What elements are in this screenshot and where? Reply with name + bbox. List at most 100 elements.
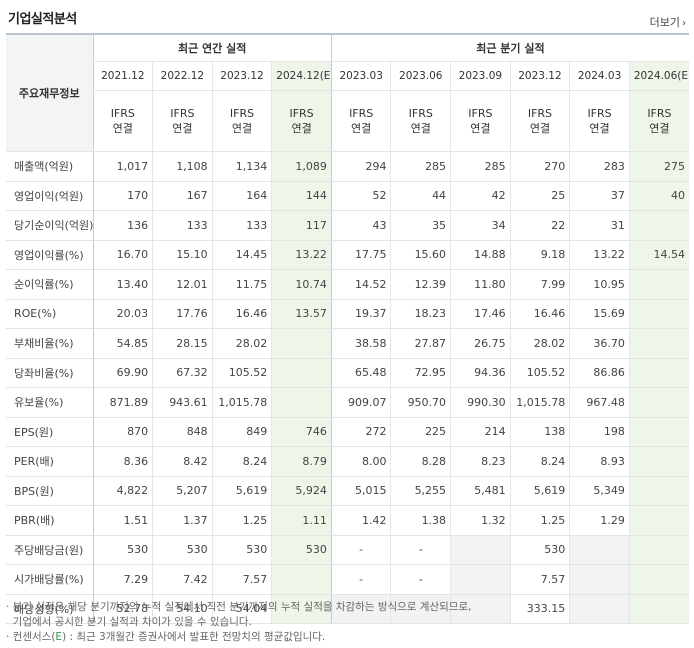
row-label: PER(배) bbox=[6, 446, 93, 477]
table-cell: 117 bbox=[271, 210, 332, 241]
table-cell: 746 bbox=[271, 416, 332, 447]
row-label: PBR(배) bbox=[6, 505, 93, 536]
table-cell: 1,134 bbox=[211, 151, 272, 182]
table-cell: 138 bbox=[509, 416, 570, 447]
table-cell: 849 bbox=[211, 416, 272, 447]
basis-scope: 연결 bbox=[231, 122, 253, 135]
basis-header: IFRS 연결 bbox=[211, 90, 272, 152]
table-cell: 37 bbox=[569, 181, 630, 211]
table-row: 배당성향(%) 52.78 54.10 54.04 333.15 bbox=[6, 594, 689, 624]
table-cell: 25 bbox=[509, 181, 570, 211]
table-cell: 15.10 bbox=[152, 239, 213, 270]
table-cell: 65.48 bbox=[330, 358, 391, 388]
table-cell: 13.22 bbox=[569, 239, 630, 270]
table-cell: 283 bbox=[569, 151, 630, 182]
row-label: 매출액(억원) bbox=[6, 151, 93, 182]
financial-table: 주요재무정보 최근 연간 실적 최근 분기 실적 2021.12 2022.12 2… bbox=[6, 33, 689, 624]
table-cell bbox=[628, 505, 689, 536]
table-cell bbox=[271, 594, 332, 624]
more-link[interactable]: 더보기 › bbox=[650, 14, 686, 30]
table-cell: 16.46 bbox=[509, 299, 570, 329]
table-cell bbox=[450, 594, 511, 624]
table-row: 주당배당금(원) 530 530 530 530- -530 bbox=[6, 534, 689, 565]
table-cell bbox=[628, 564, 689, 595]
table-cell: 8.23 bbox=[450, 446, 511, 477]
table-row: BPS(원) 4,822 5,207 5,619 5,924 5,015 5,255 5,48… bbox=[6, 476, 689, 506]
table-row: 유보율(%) 871.89 943.61 1,015.78 909.07 950.70 99… bbox=[6, 387, 689, 418]
more-label: 더보기 bbox=[649, 16, 680, 29]
row-label: 주당배당금(원) bbox=[6, 534, 93, 565]
basis-scope: 연결 bbox=[410, 122, 431, 135]
period-header: 2023.12 bbox=[509, 61, 570, 91]
table-cell bbox=[628, 416, 689, 447]
table-cell: 52.78 bbox=[92, 594, 153, 624]
table-cell: - bbox=[330, 564, 391, 595]
table-cell: 16.70 bbox=[92, 239, 153, 270]
table-cell: 1.38 bbox=[390, 505, 451, 536]
row-label: ROE(%) bbox=[6, 299, 93, 329]
table-cell: 1.25 bbox=[211, 505, 272, 536]
table-cell: 530 bbox=[211, 534, 272, 565]
table-cell: 8.00 bbox=[330, 446, 391, 477]
table-cell: 13.40 bbox=[92, 269, 153, 300]
table-cell: 1.37 bbox=[152, 505, 213, 536]
table-cell: 950.70 bbox=[390, 387, 451, 418]
table-cell: 270 bbox=[509, 151, 570, 182]
table-cell: 94.36 bbox=[450, 358, 511, 388]
table-cell: 5,924 bbox=[271, 476, 332, 506]
table-cell: 28.02 bbox=[509, 328, 570, 359]
table-cell: 67.32 bbox=[152, 358, 213, 388]
table-cell: 214 bbox=[450, 416, 511, 447]
table-cell: 133 bbox=[152, 210, 213, 241]
table-cell: 1.11 bbox=[271, 505, 332, 536]
footnote-consensus: · 컨센서스(E) : 최근 3개월간 증권사에서 발표한 전망치의 평균값입니… bbox=[6, 630, 689, 645]
chevron-right-icon: › bbox=[682, 18, 686, 29]
basis-header: IFRS 연결 bbox=[92, 90, 153, 152]
table-row: 부채비율(%) 54.85 28.15 28.02 38.58 27.87 26.75 28.… bbox=[6, 328, 689, 359]
table-cell bbox=[628, 210, 689, 241]
table-cell: 19.37 bbox=[330, 299, 391, 329]
row-label: BPS(원) bbox=[6, 476, 93, 506]
footnote-quarterly: · 분기 실적은 해당 분기까지의 누적 실적에서 직전 분기까지의 누적 실적… bbox=[6, 601, 472, 613]
table-cell: 8.93 bbox=[569, 446, 630, 477]
table-row: 시가배당률(%) 7.29 7.42 7.57- -7.57 bbox=[6, 564, 689, 595]
basis-scope: 연결 bbox=[112, 122, 133, 135]
row-label: EPS(원) bbox=[6, 416, 93, 447]
table-row: PBR(배) 1.51 1.37 1.25 1.11 1.42 1.38 1.32 1.25 1.… bbox=[6, 505, 689, 536]
period-header: 2022.12 bbox=[152, 61, 213, 91]
basis-header: IFRS 연결 bbox=[569, 90, 630, 152]
table-cell bbox=[628, 594, 689, 624]
basis-scope: 연결 bbox=[351, 122, 372, 135]
table-cell: 870 bbox=[92, 416, 153, 447]
table-cell: 5,349 bbox=[569, 476, 630, 506]
basis-standard: IFRS bbox=[229, 107, 255, 120]
table-row: PER(배) 8.36 8.42 8.24 8.79 8.00 8.28 8.23 8.24 8.… bbox=[6, 446, 689, 477]
basis-standard: IFRS bbox=[408, 107, 433, 120]
basis-scope: 연결 bbox=[529, 122, 551, 135]
basis-standard: IFRS bbox=[110, 107, 135, 120]
table-cell: 11.80 bbox=[450, 269, 511, 300]
row-label: 유보율(%) bbox=[6, 387, 93, 418]
table-cell: 1,089 bbox=[271, 151, 332, 182]
table-cell: 20.03 bbox=[92, 299, 153, 329]
table-cell: 225 bbox=[390, 416, 451, 447]
table-cell bbox=[628, 358, 689, 388]
table-cell: 272 bbox=[330, 416, 391, 447]
table-row: EPS(원) 870 848 849 746 272 225 214 138 198 bbox=[6, 416, 689, 447]
table-cell: 294 bbox=[330, 151, 391, 182]
table-row: 영업이익(억원) 170 167 164 144 52 44 42 25 37 40 bbox=[6, 181, 689, 211]
table-cell: 5,481 bbox=[450, 476, 511, 506]
table-cell: 7.57 bbox=[509, 564, 570, 595]
basis-scope: 연결 bbox=[172, 122, 193, 135]
table-cell: 36.70 bbox=[569, 328, 630, 359]
basis-header: IFRS 연결 bbox=[509, 90, 570, 152]
table-cell: 1,015.78 bbox=[211, 387, 272, 418]
table-cell: 12.01 bbox=[152, 269, 213, 300]
table-cell: 17.75 bbox=[330, 239, 391, 270]
basis-scope: 연결 bbox=[291, 122, 312, 135]
table-cell: 38.58 bbox=[330, 328, 391, 359]
table-cell: 14.45 bbox=[211, 239, 272, 270]
table-cell: 1.51 bbox=[92, 505, 153, 536]
table-cell: 12.39 bbox=[390, 269, 451, 300]
table-cell: 13.57 bbox=[271, 299, 332, 329]
